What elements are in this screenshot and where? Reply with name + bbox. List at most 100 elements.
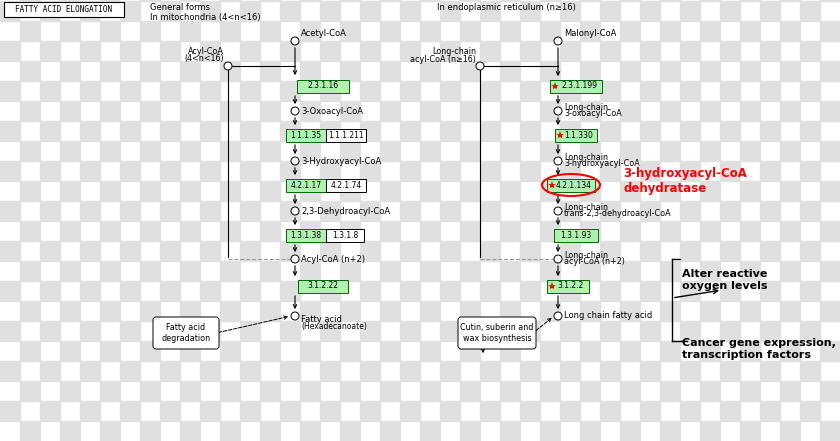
Bar bbox=[340, 301, 360, 321]
Text: 4.2.1.17: 4.2.1.17 bbox=[291, 180, 322, 190]
Bar bbox=[460, 221, 480, 241]
Bar bbox=[820, 61, 840, 81]
Bar bbox=[700, 181, 720, 201]
FancyBboxPatch shape bbox=[153, 317, 219, 349]
Bar bbox=[440, 241, 460, 261]
Bar bbox=[140, 421, 160, 441]
Bar bbox=[540, 101, 560, 121]
Bar bbox=[320, 321, 340, 341]
Bar bbox=[620, 341, 640, 361]
Bar bbox=[580, 61, 600, 81]
Bar bbox=[260, 0, 280, 1]
Bar bbox=[480, 201, 500, 221]
Bar bbox=[580, 21, 600, 41]
Bar bbox=[440, 121, 460, 141]
Text: 1.1.1.35: 1.1.1.35 bbox=[291, 131, 322, 139]
Bar bbox=[460, 21, 480, 41]
FancyBboxPatch shape bbox=[286, 128, 326, 142]
Bar bbox=[680, 201, 700, 221]
Bar bbox=[300, 381, 320, 401]
Bar bbox=[380, 341, 400, 361]
Bar bbox=[160, 281, 180, 301]
Bar bbox=[700, 381, 720, 401]
Bar bbox=[240, 121, 260, 141]
Bar bbox=[640, 41, 660, 61]
Bar bbox=[740, 421, 760, 441]
Bar bbox=[580, 421, 600, 441]
Bar bbox=[220, 221, 240, 241]
Text: Long-chain: Long-chain bbox=[432, 48, 476, 56]
Bar bbox=[700, 0, 720, 1]
Bar bbox=[40, 321, 60, 341]
Bar bbox=[480, 401, 500, 421]
Bar bbox=[180, 261, 200, 281]
Bar bbox=[680, 281, 700, 301]
Bar bbox=[680, 241, 700, 261]
Bar bbox=[360, 401, 380, 421]
Bar bbox=[160, 241, 180, 261]
Bar bbox=[220, 341, 240, 361]
Bar bbox=[220, 61, 240, 81]
Bar bbox=[380, 21, 400, 41]
Text: 3-Oxoacyl-CoA: 3-Oxoacyl-CoA bbox=[301, 106, 363, 116]
Bar bbox=[540, 141, 560, 161]
Bar bbox=[600, 201, 620, 221]
Bar bbox=[720, 1, 740, 21]
FancyBboxPatch shape bbox=[547, 280, 589, 292]
Bar bbox=[80, 361, 100, 381]
Bar bbox=[740, 101, 760, 121]
Bar bbox=[0, 281, 20, 301]
Bar bbox=[360, 241, 380, 261]
Bar bbox=[620, 141, 640, 161]
Bar bbox=[560, 361, 580, 381]
Bar bbox=[440, 361, 460, 381]
Circle shape bbox=[554, 312, 562, 320]
Text: 3-hydroxyacyl-CoA
dehydratase: 3-hydroxyacyl-CoA dehydratase bbox=[623, 167, 747, 195]
Bar bbox=[340, 261, 360, 281]
Bar bbox=[400, 1, 420, 21]
Text: Alter reactive
oxygen levels: Alter reactive oxygen levels bbox=[682, 269, 768, 291]
Bar bbox=[640, 121, 660, 141]
Text: 1.1.1.211: 1.1.1.211 bbox=[328, 131, 364, 139]
Bar bbox=[60, 221, 80, 241]
Text: Malonyl-CoA: Malonyl-CoA bbox=[564, 29, 617, 37]
Bar bbox=[780, 101, 800, 121]
Text: 2,3-Dehydroacyl-CoA: 2,3-Dehydroacyl-CoA bbox=[301, 206, 390, 216]
Text: Cutin, suberin and
wax biosynthesis: Cutin, suberin and wax biosynthesis bbox=[460, 323, 533, 343]
Bar bbox=[120, 361, 140, 381]
Bar bbox=[620, 261, 640, 281]
Bar bbox=[400, 281, 420, 301]
Bar bbox=[340, 381, 360, 401]
Bar bbox=[500, 0, 520, 1]
Bar bbox=[480, 121, 500, 141]
Bar bbox=[380, 421, 400, 441]
Bar bbox=[660, 381, 680, 401]
Bar bbox=[660, 101, 680, 121]
Bar bbox=[620, 181, 640, 201]
Bar bbox=[320, 1, 340, 21]
Bar bbox=[820, 341, 840, 361]
Bar bbox=[360, 121, 380, 141]
Bar bbox=[360, 161, 380, 181]
Bar bbox=[780, 301, 800, 321]
FancyBboxPatch shape bbox=[554, 228, 598, 242]
Bar bbox=[360, 201, 380, 221]
Bar bbox=[400, 321, 420, 341]
Bar bbox=[420, 181, 440, 201]
Bar bbox=[800, 41, 820, 61]
Bar bbox=[420, 141, 440, 161]
Bar bbox=[180, 381, 200, 401]
Bar bbox=[400, 361, 420, 381]
Bar bbox=[160, 201, 180, 221]
Bar bbox=[40, 161, 60, 181]
Bar bbox=[340, 181, 360, 201]
Bar bbox=[80, 241, 100, 261]
Bar bbox=[560, 401, 580, 421]
Bar bbox=[300, 101, 320, 121]
Bar bbox=[820, 261, 840, 281]
Bar bbox=[260, 261, 280, 281]
Bar bbox=[180, 21, 200, 41]
Bar bbox=[100, 381, 120, 401]
Bar bbox=[640, 1, 660, 21]
Bar bbox=[200, 401, 220, 421]
